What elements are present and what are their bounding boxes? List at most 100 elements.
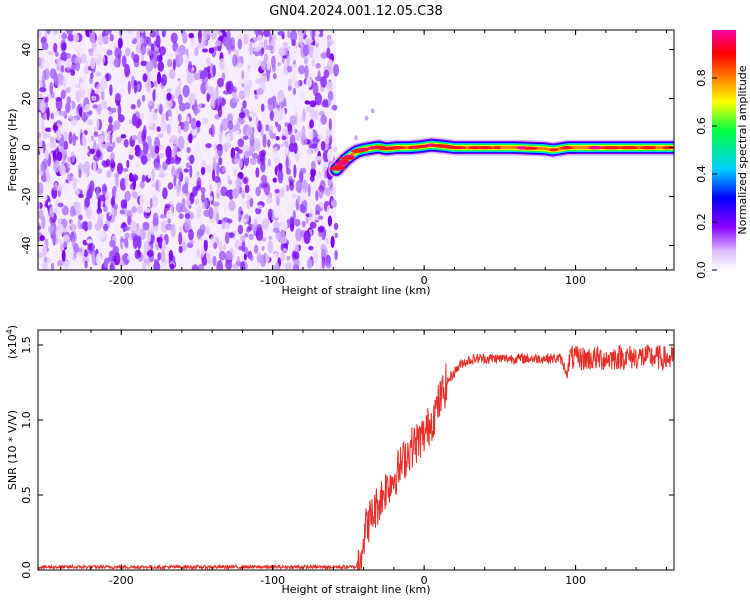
- noise-blob: [271, 215, 275, 221]
- noise-blob: [72, 180, 77, 190]
- noise-blob: [326, 47, 331, 59]
- noise-blob: [225, 142, 232, 148]
- noise-blob: [149, 75, 158, 82]
- noise-blob: [178, 245, 183, 254]
- noise-blob: [117, 103, 122, 117]
- noise-blob: [52, 150, 57, 160]
- noise-blob: [67, 34, 75, 42]
- noise-blob: [109, 239, 116, 248]
- noise-blob: [78, 193, 84, 199]
- noise-blob: [270, 125, 274, 131]
- noise-blob: [306, 105, 312, 112]
- noise-blob: [182, 183, 189, 194]
- noise-blob: [267, 158, 271, 167]
- noise-blob: [156, 126, 161, 132]
- snr-ytick-label: 1.0: [20, 411, 33, 429]
- noise-blob: [182, 32, 188, 44]
- noise-blob: [190, 37, 195, 48]
- noise-blob: [147, 229, 152, 243]
- noise-blob: [252, 56, 258, 69]
- noise-blob: [65, 179, 69, 184]
- noise-blob: [310, 167, 316, 178]
- noise-blob: [281, 135, 287, 141]
- noise-blob: [304, 100, 311, 105]
- noise-blob: [81, 133, 87, 147]
- noise-blob: [75, 202, 82, 216]
- noise-blob: [157, 61, 164, 72]
- noise-blob: [212, 30, 219, 34]
- noise-blob: [74, 56, 82, 66]
- noise-blob: [309, 119, 314, 129]
- noise-blob: [237, 149, 243, 154]
- noise-blob: [84, 103, 91, 113]
- noise-blob: [38, 225, 42, 230]
- noise-blob: [231, 188, 239, 199]
- noise-blob: [70, 117, 78, 126]
- noise-blob: [227, 218, 233, 224]
- noise-blob: [182, 72, 187, 78]
- noise-blob: [92, 160, 97, 175]
- noise-blob: [82, 111, 87, 123]
- noise-blob: [81, 155, 85, 161]
- colorbar-tick-label: 0.8: [695, 69, 708, 87]
- noise-blob: [80, 81, 86, 91]
- noise-blob: [313, 251, 318, 263]
- noise-blob: [207, 72, 212, 80]
- noise-blob: [238, 112, 246, 119]
- noise-blob: [315, 190, 319, 201]
- noise-blob: [192, 238, 200, 249]
- noise-blob: [168, 116, 175, 121]
- noise-blob: [153, 261, 161, 270]
- noise-blob: [320, 76, 327, 88]
- noise-blob: [295, 130, 303, 141]
- noise-blob: [262, 109, 269, 123]
- colorbar: 0.0 0.2 0.4 0.6 0.8 Normalized spectral ampl…: [695, 30, 749, 279]
- noise-blob: [259, 156, 264, 163]
- noise-blob: [132, 235, 138, 249]
- signal-peak: [588, 146, 603, 150]
- noise-blob: [270, 110, 275, 120]
- noise-blob: [226, 30, 231, 41]
- noise-blob: [175, 168, 182, 180]
- noise-blob: [218, 250, 226, 261]
- noise-blob: [186, 146, 191, 154]
- noise-blob: [272, 107, 279, 122]
- spectrogram-ytick-label: 0: [20, 144, 33, 151]
- noise-blob: [120, 134, 127, 139]
- snr-plot-area: [38, 330, 674, 570]
- noise-blob: [161, 113, 166, 124]
- noise-blob: [136, 98, 141, 108]
- noise-blob: [310, 180, 318, 189]
- noise-blob: [88, 48, 94, 57]
- noise-blob: [126, 210, 133, 219]
- noise-blob: [49, 216, 53, 224]
- noise-blob: [183, 177, 190, 183]
- signal-peak: [522, 146, 539, 150]
- noise-blob: [168, 249, 174, 261]
- noise-blob: [320, 114, 328, 125]
- noise-blob: [163, 262, 170, 268]
- noise-blob: [203, 238, 208, 252]
- noise-blob: [327, 41, 331, 49]
- noise-blob: [312, 136, 319, 147]
- noise-blob: [311, 160, 316, 170]
- noise-blob: [79, 53, 87, 64]
- snr-xtick-label: -200: [109, 574, 134, 587]
- noise-blob: [249, 197, 254, 208]
- noise-blob: [140, 154, 148, 165]
- noise-blob: [159, 32, 163, 37]
- spectrogram-xtick-label: -100: [260, 274, 285, 287]
- noise-blob: [38, 132, 42, 139]
- noise-blob: [305, 216, 309, 223]
- noise-blob: [106, 170, 112, 178]
- noise-blob: [215, 40, 222, 47]
- noise-blob: [228, 179, 233, 185]
- noise-blob: [97, 34, 104, 46]
- noise-blob: [83, 160, 90, 175]
- noise-blob: [184, 213, 191, 219]
- noise-blob: [244, 233, 249, 238]
- noise-blob: [93, 46, 100, 60]
- noise-blob: [152, 89, 156, 102]
- noise-blob: [225, 189, 233, 198]
- signal-peak: [477, 146, 493, 150]
